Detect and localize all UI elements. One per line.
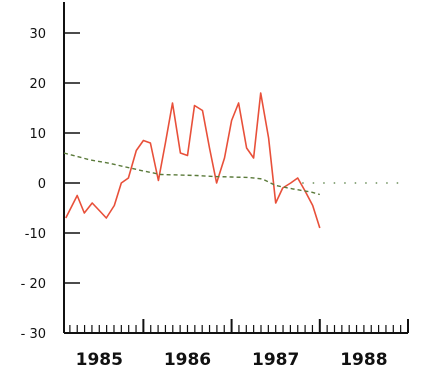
series-line-trend — [63, 152, 320, 196]
y-tick-label: 30 — [29, 27, 46, 42]
y-tick-label: 20 — [29, 77, 46, 92]
y-tick-label: 0 — [38, 177, 46, 192]
y-tick-label: - 30 — [21, 327, 46, 342]
series-layer — [63, 92, 404, 229]
x-tick-label: 1988 — [340, 350, 387, 370]
x-tick-label: 1986 — [164, 350, 211, 370]
x-tick-label: 1987 — [252, 350, 299, 370]
y-ticks: 30 20 10 0 -10 - 20 - 30 — [21, 27, 80, 342]
series-line-actual — [65, 92, 321, 229]
y-tick-label: - 20 — [21, 277, 46, 292]
x-tick-label: 1985 — [76, 350, 123, 370]
x-axis: 1985 1986 1987 1988 — [64, 319, 409, 370]
x-ticks: 1985 1986 1987 1988 — [69, 319, 409, 370]
y-axis: 30 20 10 0 -10 - 20 - 30 — [21, 2, 80, 342]
y-tick-label: 10 — [29, 127, 46, 142]
y-tick-label: -10 — [25, 227, 46, 242]
